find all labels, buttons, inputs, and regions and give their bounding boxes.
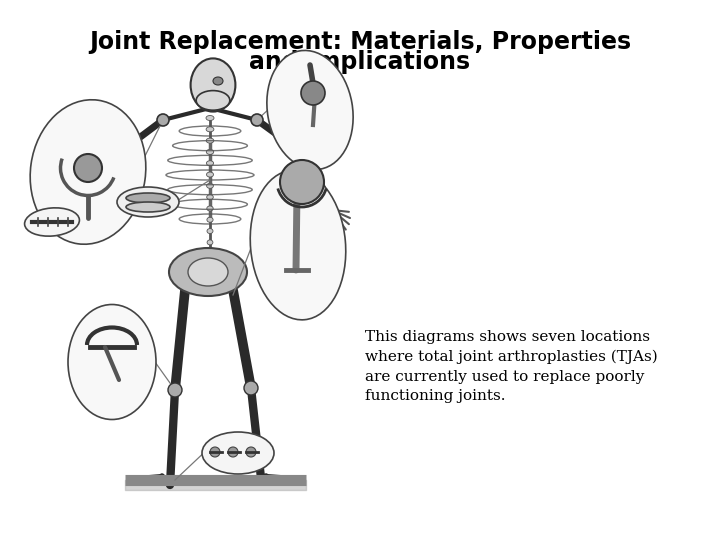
Ellipse shape bbox=[206, 116, 214, 120]
Ellipse shape bbox=[117, 187, 179, 217]
Text: and Implications: and Implications bbox=[249, 50, 471, 74]
Circle shape bbox=[244, 381, 258, 395]
Text: This diagrams shows seven locations
where total joint arthroplasties (TJAs)
are : This diagrams shows seven locations wher… bbox=[365, 330, 658, 403]
Ellipse shape bbox=[202, 432, 274, 474]
Ellipse shape bbox=[207, 217, 213, 222]
Ellipse shape bbox=[207, 150, 214, 154]
Circle shape bbox=[301, 81, 325, 105]
Ellipse shape bbox=[207, 161, 214, 166]
Ellipse shape bbox=[126, 193, 170, 203]
Ellipse shape bbox=[196, 91, 230, 110]
Circle shape bbox=[98, 160, 108, 170]
Circle shape bbox=[246, 447, 256, 457]
Circle shape bbox=[228, 447, 238, 457]
Ellipse shape bbox=[169, 248, 247, 296]
Ellipse shape bbox=[207, 184, 213, 188]
Ellipse shape bbox=[206, 138, 214, 143]
Circle shape bbox=[157, 114, 169, 126]
Ellipse shape bbox=[206, 127, 214, 132]
Ellipse shape bbox=[30, 100, 146, 244]
Ellipse shape bbox=[207, 240, 213, 245]
Ellipse shape bbox=[207, 206, 213, 211]
Circle shape bbox=[307, 155, 317, 165]
Circle shape bbox=[74, 154, 102, 182]
Ellipse shape bbox=[191, 58, 235, 112]
Ellipse shape bbox=[207, 194, 213, 200]
Ellipse shape bbox=[267, 50, 353, 170]
Ellipse shape bbox=[207, 262, 212, 267]
Circle shape bbox=[251, 114, 263, 126]
Ellipse shape bbox=[207, 172, 214, 177]
Ellipse shape bbox=[207, 228, 213, 234]
Ellipse shape bbox=[251, 170, 346, 320]
Text: Joint Replacement: Materials, Properties: Joint Replacement: Materials, Properties bbox=[89, 30, 631, 54]
Ellipse shape bbox=[24, 208, 79, 236]
Circle shape bbox=[280, 160, 324, 204]
Ellipse shape bbox=[68, 305, 156, 420]
Ellipse shape bbox=[207, 251, 213, 256]
Circle shape bbox=[210, 447, 220, 457]
Ellipse shape bbox=[126, 202, 170, 212]
Ellipse shape bbox=[213, 77, 223, 85]
Circle shape bbox=[168, 383, 182, 397]
Ellipse shape bbox=[188, 258, 228, 286]
